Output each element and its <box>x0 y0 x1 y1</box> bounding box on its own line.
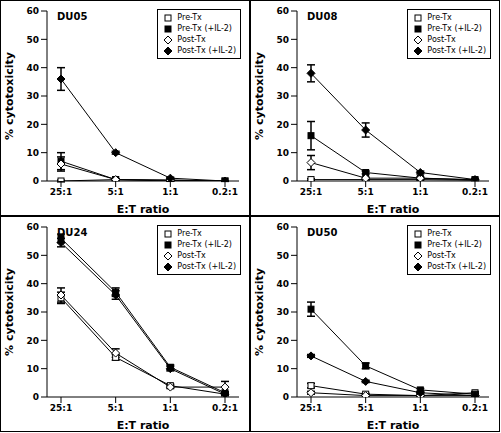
html-text:Post-Tx: Post-Tx <box>177 251 206 260</box>
html-text:DU05: DU05 <box>57 11 88 22</box>
svg-text:50: 50 <box>276 251 289 261</box>
svg-text:40: 40 <box>26 63 39 73</box>
svg-text:1:1: 1:1 <box>412 187 428 197</box>
svg-text:20: 20 <box>276 120 289 130</box>
svg-text:1:1: 1:1 <box>162 403 178 413</box>
svg-text:20: 20 <box>26 336 39 346</box>
svg-text:% cytotoxicity: % cytotoxicity <box>253 268 266 356</box>
html-text:Post-Tx: Post-Tx <box>177 35 206 44</box>
svg-text:0.2:1: 0.2:1 <box>212 187 238 197</box>
svg-text:5:1: 5:1 <box>108 187 124 197</box>
html-text:Post-Tx (+IL-2): Post-Tx (+IL-2) <box>177 46 236 55</box>
html-text:Post-Tx: Post-Tx <box>427 251 456 260</box>
svg-text:30: 30 <box>276 307 289 317</box>
svg-text:25:1: 25:1 <box>50 403 72 413</box>
svg-text:5:1: 5:1 <box>358 403 374 413</box>
html-text:Pre-Tx (+IL-2): Pre-Tx (+IL-2) <box>427 24 482 33</box>
svg-text:0.2:1: 0.2:1 <box>462 403 488 413</box>
svg-text:E:T ratio: E:T ratio <box>367 203 420 215</box>
svg-text:40: 40 <box>276 63 289 73</box>
svg-text:% cytotoxicity: % cytotoxicity <box>8 268 16 356</box>
svg-text:60: 60 <box>26 222 39 232</box>
svg-text:E:T ratio: E:T ratio <box>117 203 170 215</box>
svg-text:1:1: 1:1 <box>162 187 178 197</box>
html-text:Post-Tx (+IL-2): Post-Tx (+IL-2) <box>427 46 486 55</box>
svg-text:40: 40 <box>276 279 289 289</box>
svg-text:30: 30 <box>276 91 289 101</box>
svg-text:0: 0 <box>33 392 39 402</box>
svg-text:E:T ratio: E:T ratio <box>117 419 170 431</box>
html-text:Pre-Tx: Pre-Tx <box>427 13 452 22</box>
html-text:Pre-Tx (+IL-2): Pre-Tx (+IL-2) <box>427 240 482 249</box>
svg-text:60: 60 <box>26 6 39 16</box>
svg-text:10: 10 <box>26 148 39 158</box>
svg-text:20: 20 <box>26 120 39 130</box>
svg-text:5:1: 5:1 <box>358 187 374 197</box>
svg-text:0: 0 <box>283 392 289 402</box>
svg-text:5:1: 5:1 <box>108 403 124 413</box>
svg-text:60: 60 <box>276 6 289 16</box>
html-text:Pre-Tx (+IL-2): Pre-Tx (+IL-2) <box>177 240 232 249</box>
svg-text:% cytotoxicity: % cytotoxicity <box>8 52 16 140</box>
svg-text:% cytotoxicity: % cytotoxicity <box>253 52 266 140</box>
svg-text:E:T ratio: E:T ratio <box>367 419 420 431</box>
svg-text:10: 10 <box>276 148 289 158</box>
svg-text:25:1: 25:1 <box>300 403 322 413</box>
svg-text:50: 50 <box>26 251 39 261</box>
svg-text:1:1: 1:1 <box>412 403 428 413</box>
html-text:Post-Tx (+IL-2): Post-Tx (+IL-2) <box>177 262 236 271</box>
svg-text:30: 30 <box>26 307 39 317</box>
svg-text:60: 60 <box>276 222 289 232</box>
svg-text:10: 10 <box>26 364 39 374</box>
html-text:Pre-Tx (+IL-2): Pre-Tx (+IL-2) <box>177 24 232 33</box>
html-text:Pre-Tx: Pre-Tx <box>427 229 452 238</box>
svg-text:20: 20 <box>276 336 289 346</box>
svg-text:25:1: 25:1 <box>50 187 72 197</box>
svg-text:10: 10 <box>276 364 289 374</box>
svg-text:50: 50 <box>26 35 39 45</box>
html-text:DU08: DU08 <box>307 11 338 22</box>
html-text:Post-Tx (+IL-2): Post-Tx (+IL-2) <box>427 262 486 271</box>
html-text:DU24: DU24 <box>57 227 88 238</box>
html-text:Pre-Tx: Pre-Tx <box>177 229 202 238</box>
svg-text:0: 0 <box>283 176 289 186</box>
html-text:DU50: DU50 <box>307 227 338 238</box>
html-text:Post-Tx: Post-Tx <box>427 35 456 44</box>
svg-text:0.2:1: 0.2:1 <box>462 187 488 197</box>
html-text:Pre-Tx: Pre-Tx <box>177 13 202 22</box>
svg-text:0: 0 <box>33 176 39 186</box>
svg-text:50: 50 <box>276 35 289 45</box>
svg-text:30: 30 <box>26 91 39 101</box>
svg-text:25:1: 25:1 <box>300 187 322 197</box>
svg-text:40: 40 <box>26 279 39 289</box>
svg-text:0.2:1: 0.2:1 <box>212 403 238 413</box>
